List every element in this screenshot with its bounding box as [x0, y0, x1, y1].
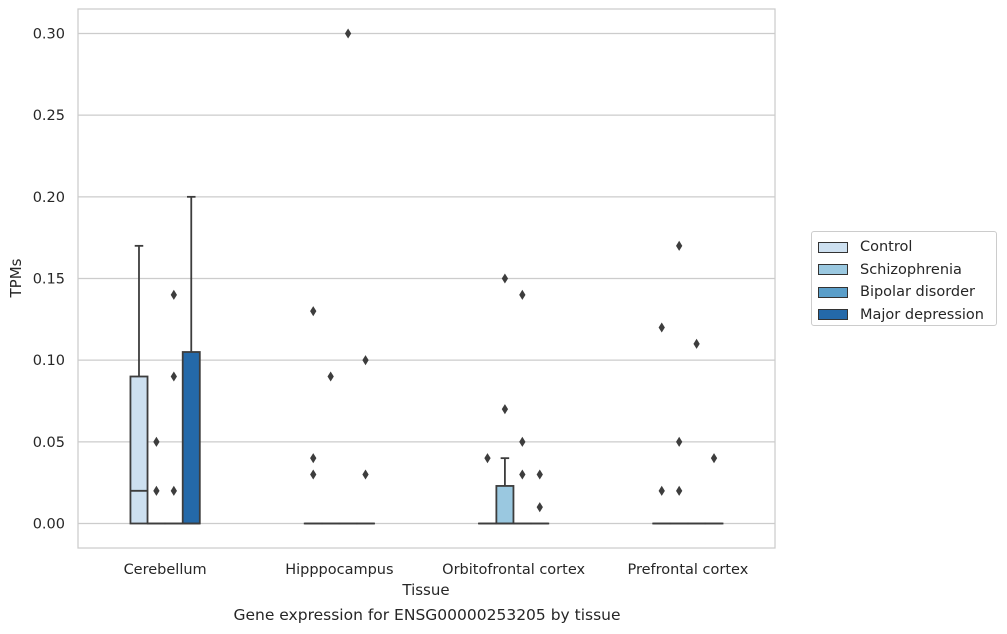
outlier-point	[170, 371, 177, 382]
legend-swatch	[818, 241, 848, 253]
x-tick-label: Orbitofrontal cortex	[442, 562, 585, 578]
box-body	[495, 485, 515, 525]
outlier-point	[658, 485, 665, 496]
outlier-point	[362, 355, 369, 366]
outlier-point	[519, 469, 526, 480]
y-axis-label: TPMs	[7, 258, 25, 298]
outlier-point	[676, 436, 683, 447]
outlier-point	[693, 338, 700, 349]
x-tick-label: Cerebellum	[124, 562, 207, 578]
y-tick-label: 0.00	[33, 517, 65, 533]
outlier-point	[310, 453, 317, 464]
legend-label: Control	[860, 239, 913, 256]
outlier-point	[170, 289, 177, 300]
legend-swatch	[818, 286, 848, 298]
boxes-layer	[129, 195, 724, 525]
outlier-point	[344, 28, 352, 39]
outlier-point	[676, 485, 683, 496]
outlier-point	[710, 453, 718, 464]
y-axis-ticks: 0.00 0.05 0.10 0.15 0.20 0.25 0.30	[33, 27, 65, 533]
box-body	[129, 375, 149, 525]
outlier-point	[170, 485, 177, 496]
outlier-point	[658, 322, 665, 333]
y-tick-label: 0.15	[33, 272, 65, 288]
box-body	[181, 351, 201, 525]
outliers-layer	[153, 28, 718, 513]
x-tick-label: Hipppocampus	[285, 562, 393, 578]
legend-swatch	[818, 264, 848, 276]
legend-swatch	[818, 309, 848, 321]
outlier-point	[519, 289, 526, 300]
legend-item: Schizophrenia	[818, 259, 996, 282]
legend-item: Control	[818, 236, 996, 259]
outlier-point	[327, 371, 334, 382]
outlier-point	[501, 404, 509, 415]
outlier-point	[536, 502, 543, 513]
outlier-point	[519, 436, 526, 447]
outlier-point	[484, 453, 491, 464]
x-tick-label: Prefrontal cortex	[627, 562, 748, 578]
box-schizophrenia	[495, 457, 515, 525]
legend: Control Schizophrenia Bipolar disorder Majo…	[811, 231, 997, 326]
y-tick-label: 0.25	[33, 108, 65, 124]
outlier-point	[362, 469, 369, 480]
box-control	[129, 244, 149, 525]
x-axis-ticks: Cerebellum Hipppocampus Orbitofrontal cort…	[124, 562, 749, 578]
box-major-depression	[181, 195, 201, 525]
legend-item: Major depression	[818, 304, 996, 327]
legend-label: Bipolar disorder	[860, 284, 975, 301]
plot-frame	[77, 8, 776, 549]
outlier-point	[501, 273, 509, 284]
outlier-point	[153, 436, 160, 447]
outlier-point	[310, 469, 317, 480]
x-axis-label: Tissue	[401, 581, 449, 599]
outlier-point	[676, 240, 683, 251]
chart-caption: Gene expression for ENSG00000253205 by t…	[233, 606, 621, 624]
y-tick-label: 0.20	[33, 190, 65, 206]
outlier-point	[153, 485, 160, 496]
legend-item: Bipolar disorder	[818, 281, 996, 304]
y-tick-label: 0.30	[33, 27, 65, 43]
outlier-point	[536, 469, 543, 480]
y-tick-label: 0.10	[33, 353, 65, 369]
y-tick-label: 0.05	[33, 435, 65, 451]
outlier-point	[310, 306, 317, 317]
legend-label: Major depression	[860, 306, 984, 323]
legend-label: Schizophrenia	[860, 261, 962, 278]
